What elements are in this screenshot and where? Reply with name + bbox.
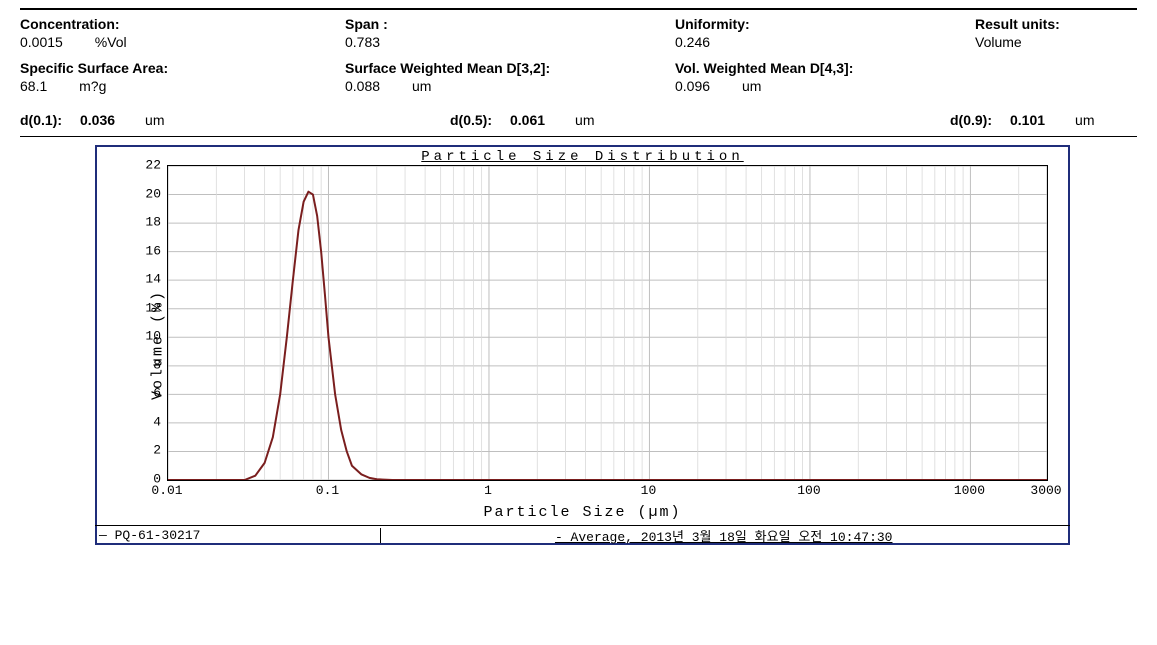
legend-sample-text: PQ-61-30217 (115, 528, 201, 543)
y-tick: 6 (101, 386, 161, 401)
span-label: Span : (345, 16, 675, 32)
x-ticks: 0.010.111010010003000 (167, 483, 1048, 499)
x-tick: 0.1 (316, 483, 339, 498)
y-ticks: 0246810121416182022 (97, 165, 165, 481)
x-tick: 0.01 (151, 483, 182, 498)
header-col-4: Result units: Volume (975, 16, 1135, 94)
chart-legend-bar: — PQ-61-30217 - Average, 2013년 3월 18일 화요… (95, 525, 1070, 545)
d01-label: d(0.1): (20, 112, 62, 128)
uniformity-value: 0.246 (675, 34, 710, 50)
d09-group: d(0.9): 0.101 um (950, 112, 1095, 128)
swm-value: 0.088 (345, 78, 380, 94)
d05-group: d(0.5): 0.061 um (450, 112, 950, 128)
swm-label: Surface Weighted Mean D[3,2]: (345, 60, 675, 76)
legend-timestamp: - Average, 2013년 3월 18일 화요일 오전 10:47:30 (381, 526, 1066, 545)
vwm-unit: um (742, 78, 761, 94)
uniformity-label: Uniformity: (675, 16, 975, 32)
ssa-unit: m?g (79, 78, 106, 94)
concentration-unit: %Vol (95, 34, 127, 50)
span-field: Span : 0.783 (345, 16, 675, 50)
y-tick: 12 (101, 300, 161, 315)
header-col-3: Uniformity: 0.246 Vol. Weighted Mean D[4… (675, 16, 975, 94)
legend-sample-id: — PQ-61-30217 (99, 528, 381, 543)
x-tick: 3000 (1030, 483, 1061, 498)
vwm-field: Vol. Weighted Mean D[4,3]: 0.096 um (675, 60, 975, 94)
uniformity-field: Uniformity: 0.246 (675, 16, 975, 50)
x-tick: 1000 (954, 483, 985, 498)
x-tick: 10 (641, 483, 657, 498)
ssa-field: Specific Surface Area: 68.1 m?g (20, 60, 345, 94)
plot-area (167, 165, 1048, 481)
d09-unit: um (1075, 112, 1094, 128)
header-col-2: Span : 0.783 Surface Weighted Mean D[3,2… (345, 16, 675, 94)
swm-unit: um (412, 78, 431, 94)
d09-value: 0.101 (1010, 112, 1045, 128)
result-units-value: Volume (975, 34, 1022, 50)
result-units-field: Result units: Volume (975, 16, 1135, 50)
d01-value: 0.036 (80, 112, 115, 128)
vwm-label: Vol. Weighted Mean D[4,3]: (675, 60, 975, 76)
d-values-row: d(0.1): 0.036 um d(0.5): 0.061 um d(0.9)… (20, 102, 1137, 136)
y-tick: 8 (101, 357, 161, 372)
result-units-label: Result units: (975, 16, 1135, 32)
curve-svg (168, 166, 1047, 480)
x-tick: 1 (484, 483, 492, 498)
parameter-header: Concentration: 0.0015 %Vol Specific Surf… (20, 10, 1137, 102)
header-col-1: Concentration: 0.0015 %Vol Specific Surf… (20, 16, 345, 94)
y-tick: 14 (101, 272, 161, 287)
d05-label: d(0.5): (450, 112, 492, 128)
report-page: Concentration: 0.0015 %Vol Specific Surf… (0, 0, 1157, 645)
d05-unit: um (575, 112, 594, 128)
mid-rule (20, 136, 1137, 137)
y-tick: 18 (101, 215, 161, 230)
y-tick: 16 (101, 243, 161, 258)
chart-frame: Particle Size Distribution Volume (%) Pa… (95, 145, 1070, 545)
ssa-value: 68.1 (20, 78, 47, 94)
d01-group: d(0.1): 0.036 um (20, 112, 450, 128)
ssa-label: Specific Surface Area: (20, 60, 345, 76)
x-axis-label: Particle Size (µm) (97, 504, 1068, 521)
chart-container: Particle Size Distribution Volume (%) Pa… (95, 145, 1070, 545)
vwm-value: 0.096 (675, 78, 710, 94)
d05-value: 0.061 (510, 112, 545, 128)
d09-label: d(0.9): (950, 112, 992, 128)
y-tick: 4 (101, 414, 161, 429)
y-tick: 10 (101, 329, 161, 344)
y-tick: 20 (101, 186, 161, 201)
d01-unit: um (145, 112, 164, 128)
swm-field: Surface Weighted Mean D[3,2]: 0.088 um (345, 60, 675, 94)
x-tick: 100 (797, 483, 820, 498)
span-value: 0.783 (345, 34, 380, 50)
concentration-field: Concentration: 0.0015 %Vol (20, 16, 345, 50)
chart-title: Particle Size Distribution (97, 149, 1068, 165)
concentration-value: 0.0015 (20, 34, 63, 50)
concentration-label: Concentration: (20, 16, 345, 32)
y-tick: 2 (101, 443, 161, 458)
